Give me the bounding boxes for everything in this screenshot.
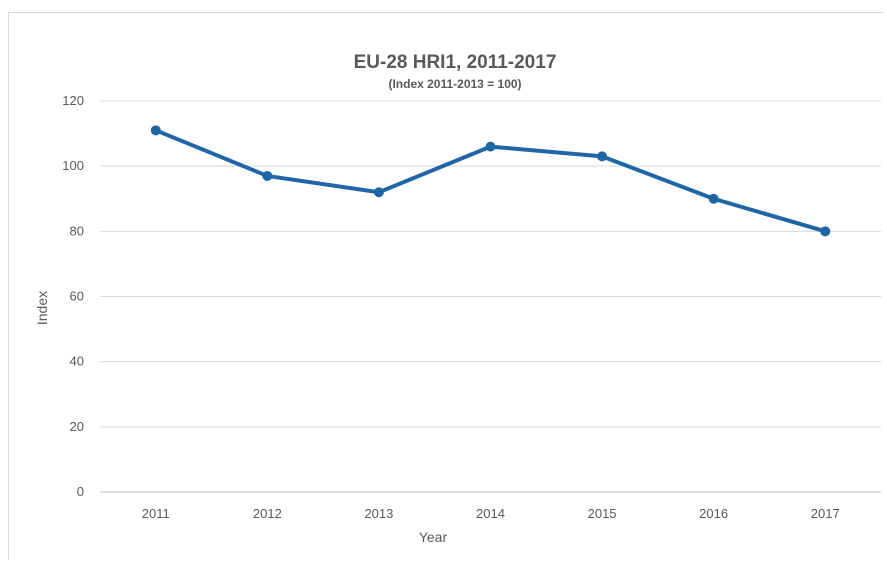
x-tick-label: 2014 (476, 506, 505, 521)
y-tick-label: 120 (62, 93, 84, 108)
chart-area: EU-28 HRI1, 2011-2017 (Index 2011-2013 =… (8, 12, 884, 560)
y-tick-label: 80 (70, 223, 84, 238)
chart-subtitle: (Index 2011-2013 = 100) (388, 77, 521, 91)
y-tick-label: 20 (70, 419, 84, 434)
data-point (262, 170, 273, 181)
chart-title: EU-28 HRI1, 2011-2017 (354, 52, 557, 73)
y-axis-ticks: 0 20 40 60 80 100 120 (62, 93, 84, 499)
x-tick-label: 2015 (588, 506, 617, 521)
data-point (708, 193, 719, 204)
data-point (597, 151, 608, 162)
y-tick-label: 60 (70, 289, 84, 304)
y-tick-label: 40 (70, 354, 84, 369)
y-axis-title: Index (34, 291, 50, 325)
y-tick-label: 0 (77, 484, 84, 499)
x-tick-label: 2016 (699, 506, 728, 521)
x-tick-label: 2011 (142, 506, 170, 521)
y-tick-label: 100 (62, 158, 84, 173)
gridlines (100, 100, 881, 493)
data-point (150, 125, 161, 136)
data-point (820, 226, 831, 237)
x-tick-label: 2017 (811, 506, 840, 521)
x-tick-label: 2013 (364, 506, 393, 521)
x-axis-ticks: 2011 2012 2013 2014 2015 2016 2017 (142, 506, 840, 521)
x-tick-label: 2012 (253, 506, 282, 521)
line-chart: EU-28 HRI1, 2011-2017 (Index 2011-2013 =… (34, 52, 881, 545)
data-point (485, 141, 496, 152)
data-point (373, 187, 384, 198)
x-axis-title: Year (419, 529, 448, 545)
series-layer (150, 125, 831, 237)
